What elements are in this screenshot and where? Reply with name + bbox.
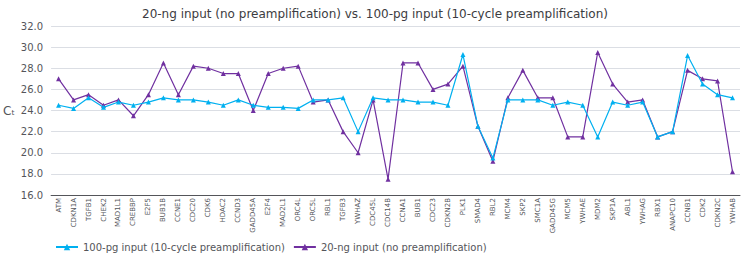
svg-text:CDKN2C: CDKN2C [714, 198, 722, 228]
svg-text:20.0: 20.0 [21, 147, 43, 158]
svg-text:RBL2: RBL2 [489, 198, 497, 216]
svg-text:SMC1A: SMC1A [534, 198, 542, 223]
svg-text:30.0: 30.0 [21, 42, 43, 53]
svg-text:20-ng input (no preamplificati: 20-ng input (no preamplification) vs. 10… [142, 7, 608, 21]
svg-text:YWHAZ: YWHAZ [354, 198, 362, 225]
svg-text:CDKN2B: CDKN2B [444, 198, 452, 228]
svg-text:18.0: 18.0 [21, 168, 43, 179]
svg-text:GADD45A: GADD45A [249, 198, 257, 233]
svg-text:22.0: 22.0 [21, 126, 43, 137]
svg-text:TGFB1: TGFB1 [85, 198, 93, 222]
svg-text:YWHAB: YWHAB [729, 198, 737, 225]
svg-text:CDC14B: CDC14B [384, 198, 392, 227]
svg-text:26.0: 26.0 [21, 84, 43, 95]
svg-text:ORC4L: ORC4L [294, 198, 302, 221]
svg-text:MDM2: MDM2 [594, 198, 602, 220]
svg-text:SMAD4: SMAD4 [474, 197, 482, 223]
svg-text:24.0: 24.0 [21, 105, 43, 116]
svg-text:28.0: 28.0 [21, 63, 43, 74]
svg-text:ANAPC10: ANAPC10 [669, 198, 677, 231]
svg-text:GADD45G: GADD45G [549, 198, 557, 233]
svg-text:CCNB1: CCNB1 [684, 198, 692, 222]
svg-text:YWHAG: YWHAG [639, 198, 647, 226]
svg-text:MCM5: MCM5 [564, 198, 572, 219]
svg-text:32.0: 32.0 [21, 21, 43, 32]
svg-text:PLK1: PLK1 [459, 198, 467, 215]
svg-text:CDK6: CDK6 [204, 197, 212, 217]
svg-text:CCNA1: CCNA1 [399, 198, 407, 222]
svg-text:ABL1: ABL1 [624, 198, 632, 216]
svg-text:BUB1B: BUB1B [159, 198, 167, 222]
svg-text:MAD1L1: MAD1L1 [114, 198, 122, 227]
svg-text:YWHAE: YWHAE [579, 198, 587, 225]
svg-text:CDC23: CDC23 [429, 198, 437, 222]
svg-text:MAD2L1: MAD2L1 [279, 198, 287, 227]
svg-text:CCNE1: CCNE1 [174, 198, 182, 222]
svg-text:ORC5L: ORC5L [309, 198, 317, 221]
svg-text:SKP2: SKP2 [519, 198, 527, 216]
svg-text:E2F4: E2F4 [264, 197, 272, 215]
svg-text:ATM: ATM [55, 198, 63, 213]
svg-text:CDKN1A: CDKN1A [70, 198, 78, 228]
svg-text:MCM4: MCM4 [504, 197, 512, 219]
svg-text:100-pg input (10-cycle preampl: 100-pg input (10-cycle preamplification) [83, 242, 285, 253]
svg-text:RBX1: RBX1 [654, 198, 662, 217]
svg-text:CDK2: CDK2 [699, 198, 707, 217]
svg-text:CDC45L: CDC45L [369, 198, 377, 226]
svg-text:E2F5: E2F5 [144, 198, 152, 215]
svg-text:16.0: 16.0 [21, 190, 43, 201]
svg-text:Cₜ: Cₜ [3, 104, 15, 118]
svg-text:RBL1: RBL1 [324, 198, 332, 216]
svg-text:HDAC2: HDAC2 [219, 198, 227, 223]
svg-text:CDC20: CDC20 [189, 198, 197, 222]
svg-text:CHEK2: CHEK2 [100, 198, 108, 222]
svg-text:BUB1: BUB1 [414, 198, 422, 217]
svg-text:20-ng input (no preamplificati: 20-ng input (no preamplification) [321, 242, 487, 253]
svg-text:CREBBP: CREBBP [129, 198, 137, 226]
svg-text:SKP1A: SKP1A [609, 198, 617, 221]
svg-text:CCND3: CCND3 [234, 198, 242, 223]
svg-text:TGFB3: TGFB3 [339, 198, 347, 222]
